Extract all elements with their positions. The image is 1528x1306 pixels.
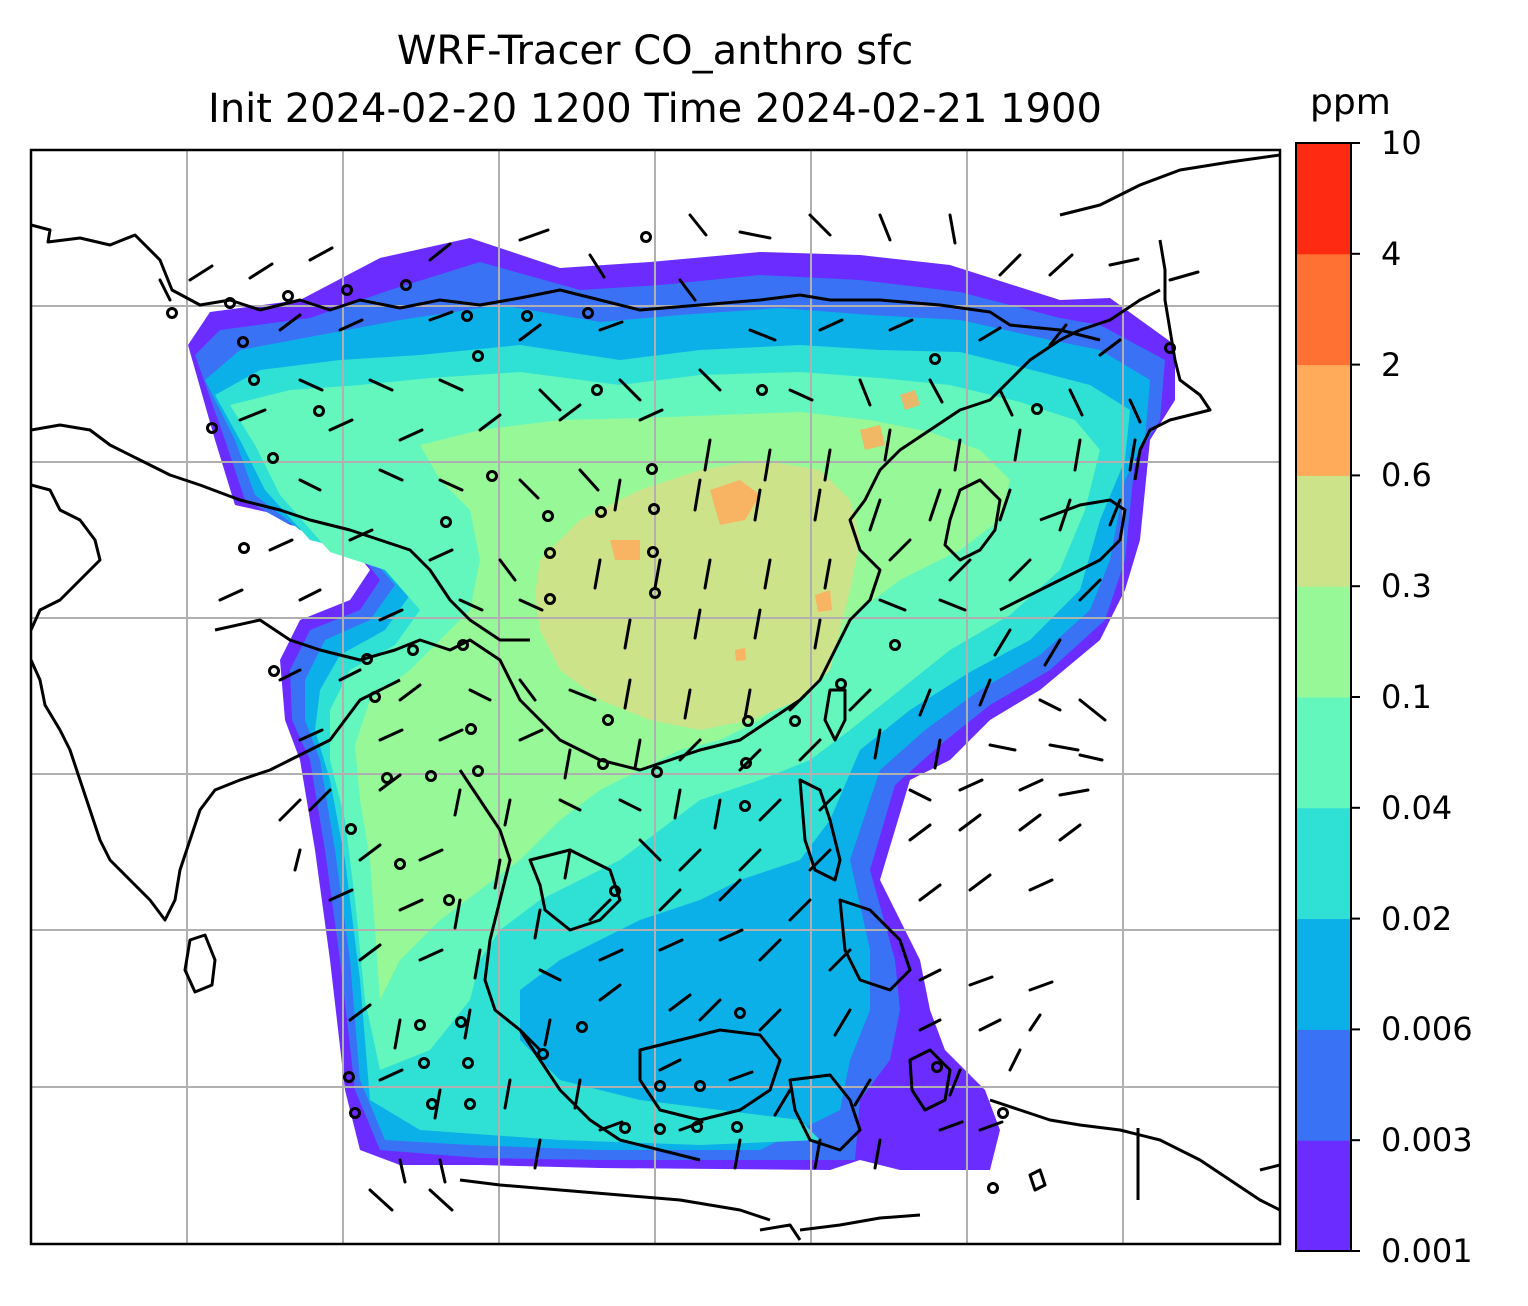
map-content bbox=[31, 150, 1280, 1244]
colorbar-tick-label: 0.04 bbox=[1381, 788, 1453, 827]
colorbar-tick-label: 0.006 bbox=[1381, 1010, 1473, 1049]
wind-barbs bbox=[158, 213, 1200, 1212]
colorbar-segment bbox=[1296, 1029, 1351, 1141]
colorbar-segment bbox=[1296, 475, 1351, 587]
tracer-level-7 bbox=[535, 460, 860, 730]
colorbar-tick-label: 2 bbox=[1381, 345, 1402, 384]
colorbar-tick-label: 4 bbox=[1381, 234, 1402, 273]
colorbar-segment bbox=[1296, 918, 1351, 1030]
colorbar-tick-label: 0.001 bbox=[1381, 1232, 1473, 1270]
colorbar-segment bbox=[1296, 364, 1351, 476]
map-title-line-2: Init 2024-02-20 1200 Time 2024-02-21 190… bbox=[208, 86, 1102, 132]
calm-wind-markers bbox=[166, 231, 1176, 1194]
colorbar-tick-label: 0.3 bbox=[1381, 567, 1432, 606]
tracer-field bbox=[188, 238, 1175, 1170]
colorbar-tick-label: 0.02 bbox=[1381, 899, 1453, 938]
colorbar-segment bbox=[1296, 253, 1351, 366]
map-border bbox=[29, 148, 1282, 1246]
colorbar-segment bbox=[1296, 697, 1351, 809]
coastlines bbox=[31, 153, 1280, 1241]
colorbar-tick-label: 0.1 bbox=[1381, 678, 1432, 716]
colorbar-segment bbox=[1296, 143, 1351, 255]
colorbar-segment bbox=[1296, 586, 1351, 698]
colorbar-tick-label: 0.6 bbox=[1381, 456, 1432, 495]
colorbar bbox=[1296, 142, 1360, 1252]
colorbar-tick-label: 0.003 bbox=[1381, 1121, 1473, 1160]
colorbar-segment bbox=[1296, 807, 1351, 920]
map-gridlines bbox=[31, 150, 1280, 1244]
colorbar-segment bbox=[1296, 1140, 1351, 1252]
colorbar-tick-label: 10 bbox=[1381, 124, 1422, 162]
map-title-line-1: WRF-Tracer CO_anthro sfc bbox=[396, 28, 914, 74]
colorbar-unit-label: ppm bbox=[1310, 82, 1391, 123]
colorbar-border bbox=[1295, 142, 1352, 1252]
